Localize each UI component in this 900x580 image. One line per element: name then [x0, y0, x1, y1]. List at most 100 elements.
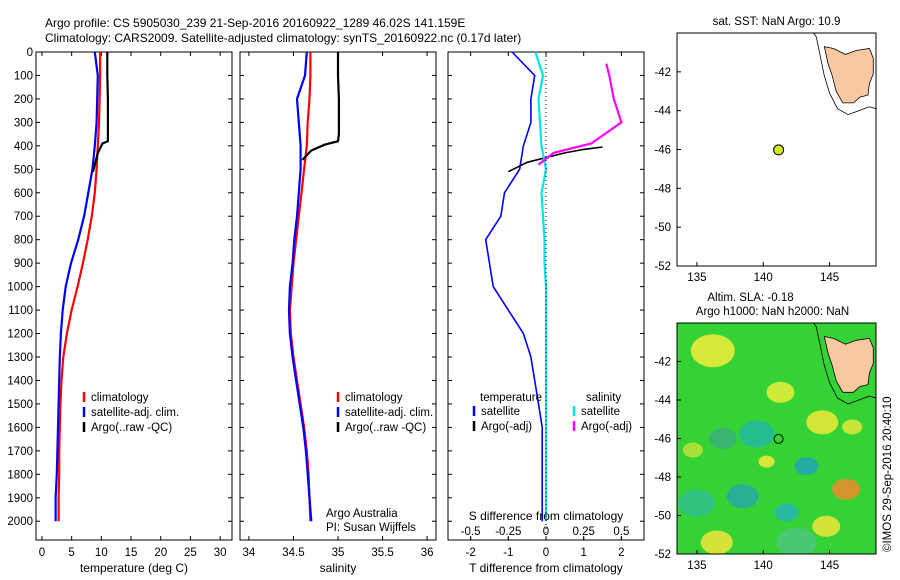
- x-tick-label: 34: [243, 547, 256, 559]
- profile-panel-3: -2 -1 0 1 2 T difference from climatology -0.5…: [447, 51, 645, 575]
- figure-subtitle: Climatology: CARS2009. Satellite-adjuste…: [45, 31, 521, 45]
- sla-blob: [678, 489, 715, 517]
- x-tick-label: 10: [95, 547, 108, 559]
- y-tick-label: 500: [14, 164, 33, 176]
- x-tick-label-top: -0.5: [461, 526, 481, 538]
- map-x-tick-label: 135: [687, 560, 706, 572]
- map-area: [813, 33, 876, 116]
- annotation-text: PI: Susan Wijffels: [326, 522, 416, 534]
- legend-label: satellite: [581, 406, 620, 418]
- figure-title: Argo profile: CS 5905030_239 21-Sep-2016…: [45, 16, 465, 30]
- map-y-tick-label: -50: [654, 222, 671, 234]
- series-line-salinity-satellite: [534, 51, 548, 522]
- sla-blob: [766, 381, 795, 403]
- series-line-temperature-argo--adj-: [507, 146, 603, 173]
- sla-blob: [806, 410, 839, 435]
- x-tick-label: 20: [154, 547, 167, 559]
- map-x-tick-label: 145: [820, 560, 839, 572]
- profile-panel-2: 34 34.5 35 35.5 36 salinity climatology satelli…: [239, 51, 437, 575]
- argo-station-marker: [773, 144, 785, 156]
- x-tick-label-top: 0: [543, 526, 549, 538]
- y-tick-label: 1600: [7, 422, 33, 434]
- x-axis-label: T difference from climatology: [469, 561, 623, 575]
- map-x-tick-label: 140: [754, 560, 773, 572]
- x-tick-label: -1: [503, 547, 513, 559]
- map-y-tick-label: -48: [654, 183, 671, 195]
- legend-label: climatology: [345, 392, 403, 404]
- x-tick-label: 34.5: [282, 547, 304, 559]
- series-line-satellite-adj--clim-: [54, 51, 99, 522]
- map-y-tick-label: -46: [654, 145, 671, 157]
- map-y-tick-label: -44: [654, 395, 671, 407]
- legend-label: satellite-adj. clim.: [91, 407, 179, 419]
- y-tick-label: 700: [14, 211, 33, 223]
- legend-label: Argo(-adj): [581, 421, 632, 433]
- sla-blob: [738, 420, 775, 448]
- y-tick-label: 1800: [7, 469, 33, 481]
- y-tick-label: 1500: [7, 399, 33, 411]
- sla-blob: [708, 428, 737, 449]
- series-line-climatology: [57, 52, 102, 522]
- sla-blob: [758, 455, 775, 468]
- sla-blob: [726, 484, 759, 509]
- sla-blob: [812, 515, 841, 537]
- profile-panel-1: 0100200300400500600700800900100011001200…: [7, 47, 233, 575]
- y-tick-label: 1200: [7, 329, 33, 341]
- legend-label: satellite: [481, 406, 520, 418]
- map-x-tick-label: 135: [687, 272, 706, 284]
- x-tick-label: 1: [580, 547, 586, 559]
- map-y-tick-label: -52: [654, 261, 671, 273]
- x-tick-label-top: -0.25: [495, 526, 521, 538]
- isobath-line: [813, 323, 876, 405]
- x-tick-label: 2: [618, 547, 624, 559]
- map-title-line1: Altim. SLA: -0.18: [707, 292, 793, 304]
- x-tick-label: -2: [465, 547, 475, 559]
- x-tick-label: 15: [125, 547, 138, 559]
- series-line-temperature-satellite: [484, 51, 544, 522]
- sla-blob: [690, 334, 735, 368]
- tasmania-landmass: [823, 46, 874, 104]
- y-tick-label: 1700: [7, 446, 33, 458]
- map-x-tick-label: 140: [754, 272, 773, 284]
- sla-blob: [776, 527, 817, 554]
- y-tick-label: 900: [14, 258, 33, 270]
- sla-blob: [842, 419, 863, 435]
- legend-label: satellite-adj. clim.: [345, 407, 433, 419]
- series-line-satellite-adj--clim-: [287, 51, 313, 522]
- legend-label: Argo(..raw -QC): [91, 422, 172, 434]
- y-tick-label: 1100: [8, 305, 33, 317]
- x-tick-label: 35: [332, 547, 345, 559]
- plot-frame: [35, 51, 233, 541]
- map-y-tick-label: -48: [654, 472, 671, 484]
- map-panel-1: sat. SST: NaN Argo: 10.9 -42 -44 -46 -48 -50 -…: [654, 16, 877, 284]
- map-title-line2: Argo h1000: NaN h2000: NaN: [696, 306, 849, 318]
- y-tick-label: 800: [14, 235, 33, 247]
- map-title: sat. SST: NaN Argo: 10.9: [713, 16, 841, 28]
- series-line-argo---raw--qc-: [91, 52, 110, 172]
- map-y-tick-label: -46: [654, 434, 671, 446]
- y-tick-label: 200: [14, 94, 33, 106]
- sla-blob: [700, 530, 733, 554]
- y-tick-label: 600: [14, 188, 33, 200]
- x-tick-label: 36: [421, 547, 434, 559]
- y-tick-label: 1900: [7, 493, 33, 505]
- series-line-salinity-argo--adj-: [537, 63, 623, 166]
- x-tick-label: 35.5: [371, 547, 393, 559]
- x-tick-label: 0: [543, 547, 549, 559]
- map-y-tick-label: -44: [654, 106, 671, 118]
- sla-blob: [832, 478, 861, 500]
- y-tick-label: 100: [14, 70, 33, 82]
- legend-label: Argo(..raw -QC): [345, 422, 426, 434]
- x-tick-label-top: 0.5: [613, 526, 629, 538]
- x-tick-label: 0: [39, 547, 45, 559]
- legend-label: climatology: [91, 392, 149, 404]
- y-tick-label: 300: [14, 117, 33, 129]
- x-tick-label-top: 0.25: [572, 526, 594, 538]
- map-panel-2: Altim. SLA: -0.18 Argo h1000: NaN h2000: …: [654, 292, 894, 572]
- x-axis-label: salinity: [320, 561, 357, 575]
- map-area: [677, 323, 876, 554]
- sla-blob: [794, 457, 819, 476]
- x-axis-label-top: S difference from climatology: [469, 509, 624, 523]
- series-line-argo---raw--qc-: [301, 52, 340, 161]
